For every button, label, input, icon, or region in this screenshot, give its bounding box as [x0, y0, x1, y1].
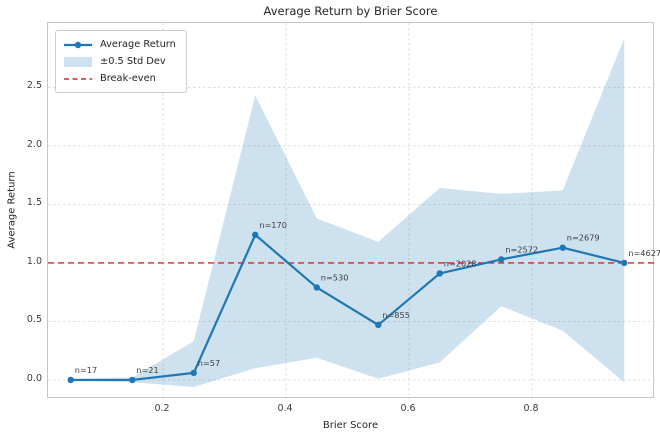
y-axis-label: Average Return — [6, 171, 18, 249]
x-tick-label: 0.4 — [277, 403, 293, 414]
y-tick-label: 0.0 — [26, 372, 42, 384]
x-axis-label: Brier Score — [322, 420, 379, 431]
plot-area: n=17 n=21 n=57 n=170 n=530 n=855 n=2028 n=2572 n… — [47, 22, 660, 399]
count-annotation: n=4627 — [628, 248, 660, 258]
y-tick-label: 1.0 — [26, 255, 42, 267]
legend-item-std-dev: ±0.5 Std Dev — [63, 53, 176, 70]
y-tick-label: 0.5 — [26, 314, 42, 326]
legend-label: ±0.5 Std Dev — [100, 56, 166, 67]
data-point-marker — [436, 270, 443, 277]
legend-item-average-return: Average Return — [63, 36, 176, 53]
data-point-marker — [498, 256, 505, 263]
legend-patch-sample-icon — [63, 56, 93, 68]
data-point-marker — [621, 259, 628, 267]
count-annotation: n=17 — [75, 365, 97, 375]
data-point-marker — [252, 231, 259, 239]
data-point-marker — [190, 369, 197, 377]
count-annotation: n=170 — [259, 220, 287, 230]
average-return-line — [69, 233, 626, 382]
legend: Average Return ±0.5 Std Dev Break-even — [55, 30, 187, 93]
y-tick-label: 1.5 — [26, 197, 42, 209]
data-point-marker — [313, 284, 320, 291]
count-annotation: n=57 — [198, 358, 220, 368]
data-point-marker — [67, 376, 74, 384]
count-annotation: n=2679 — [567, 233, 600, 243]
legend-label: Average Return — [100, 39, 176, 50]
stddev-band — [70, 38, 625, 387]
count-annotation: n=855 — [382, 310, 410, 320]
legend-label: Break-even — [100, 73, 156, 84]
plot-canvas: n=17 n=21 n=57 n=170 n=530 n=855 n=2028 n=2572 n… — [48, 23, 660, 399]
x-tick-label: 0.2 — [154, 403, 170, 414]
count-annotation: n=21 — [136, 365, 158, 375]
legend-line-sample-icon — [63, 39, 93, 51]
legend-dash-sample-icon — [63, 73, 93, 85]
count-annotation: n=2572 — [505, 244, 538, 254]
data-point-marker — [559, 244, 566, 251]
data-point-marker — [129, 376, 136, 384]
legend-item-break-even: Break-even — [63, 70, 176, 87]
y-tick-label: 2.5 — [26, 80, 42, 92]
y-tick-label: 2.0 — [26, 138, 42, 150]
count-annotation: n=530 — [321, 272, 349, 282]
x-tick-label: 0.8 — [523, 403, 539, 414]
chart-title: Average Return by Brier Score — [263, 4, 438, 18]
x-tick-label: 0.6 — [400, 403, 416, 414]
data-point-marker — [375, 321, 382, 329]
count-annotation: n=2028 — [444, 258, 477, 268]
